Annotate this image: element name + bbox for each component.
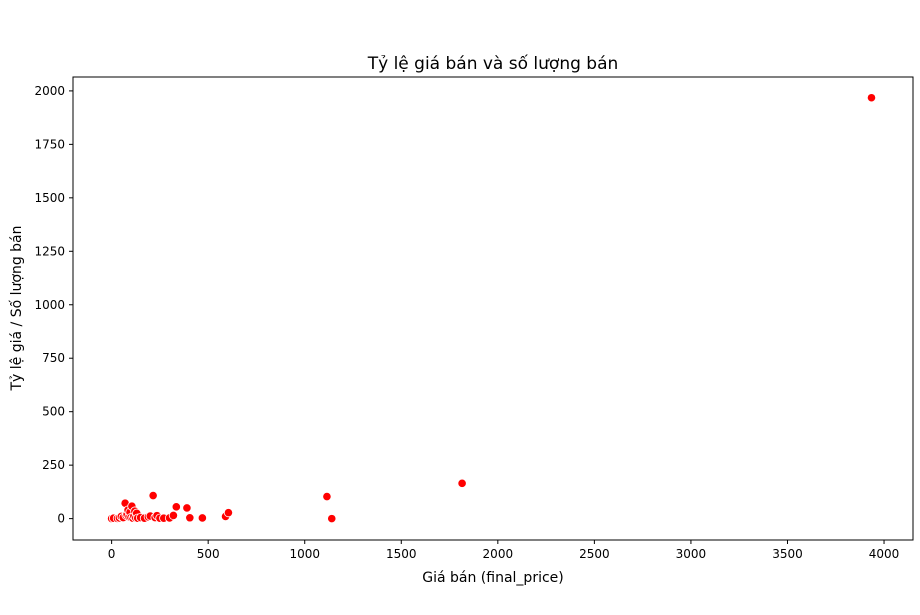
x-tick-label: 1500 [386, 547, 417, 561]
y-tick-label: 2000 [34, 84, 65, 98]
data-point [148, 490, 158, 501]
data-point [866, 93, 877, 103]
data-point [223, 508, 234, 518]
x-tick-label: 1000 [289, 547, 320, 561]
chart-title: Tỷ lệ giá bán và số lượng bán [367, 53, 619, 74]
x-tick-label: 500 [197, 547, 220, 561]
y-tick-label: 750 [42, 351, 65, 365]
y-tick-label: 1750 [34, 137, 65, 151]
data-point [457, 478, 467, 488]
x-tick-label: 2000 [483, 547, 514, 561]
data-point [182, 503, 192, 513]
data-point [168, 510, 179, 521]
x-tick-label: 3000 [676, 547, 707, 561]
x-tick-label: 0 [108, 547, 116, 561]
x-axis-ticks: 0 500 1000 1500 2000 2500 3000 3500 4000 [108, 540, 900, 561]
data-point [322, 491, 332, 502]
x-axis-label: Giá bán (final_price) [422, 570, 563, 586]
y-tick-label: 0 [57, 512, 65, 526]
plot-frame [72, 76, 914, 541]
x-tick-label: 4000 [869, 547, 900, 561]
y-tick-label: 500 [42, 405, 65, 419]
x-tick-label: 2500 [579, 547, 610, 561]
y-tick-label: 1000 [34, 298, 65, 312]
data-point [171, 502, 181, 512]
y-tick-label: 250 [42, 458, 65, 472]
y-axis-ticks: 0 250 500 750 1000 1250 1500 1750 2000 [34, 84, 73, 526]
data-point [327, 514, 337, 524]
points-layer [107, 93, 877, 524]
y-tick-label: 1250 [34, 244, 65, 258]
x-tick-label: 3500 [772, 547, 803, 561]
data-point [197, 513, 207, 523]
y-tick-label: 1500 [34, 191, 65, 205]
data-point [185, 513, 195, 523]
y-axis-label: Tỷ lệ giá / Số lượng bán [8, 226, 25, 392]
